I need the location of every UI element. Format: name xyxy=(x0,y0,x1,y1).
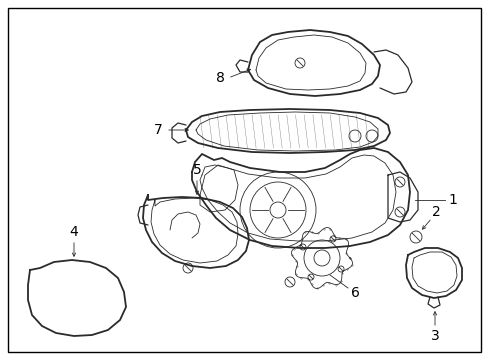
Text: 4: 4 xyxy=(69,225,78,239)
Text: 3: 3 xyxy=(430,329,439,343)
Text: 1: 1 xyxy=(447,193,456,207)
Text: 5: 5 xyxy=(192,163,201,177)
Text: 7: 7 xyxy=(153,123,162,137)
Text: 6: 6 xyxy=(350,286,359,300)
Text: 8: 8 xyxy=(215,71,224,85)
Text: 2: 2 xyxy=(431,205,440,219)
